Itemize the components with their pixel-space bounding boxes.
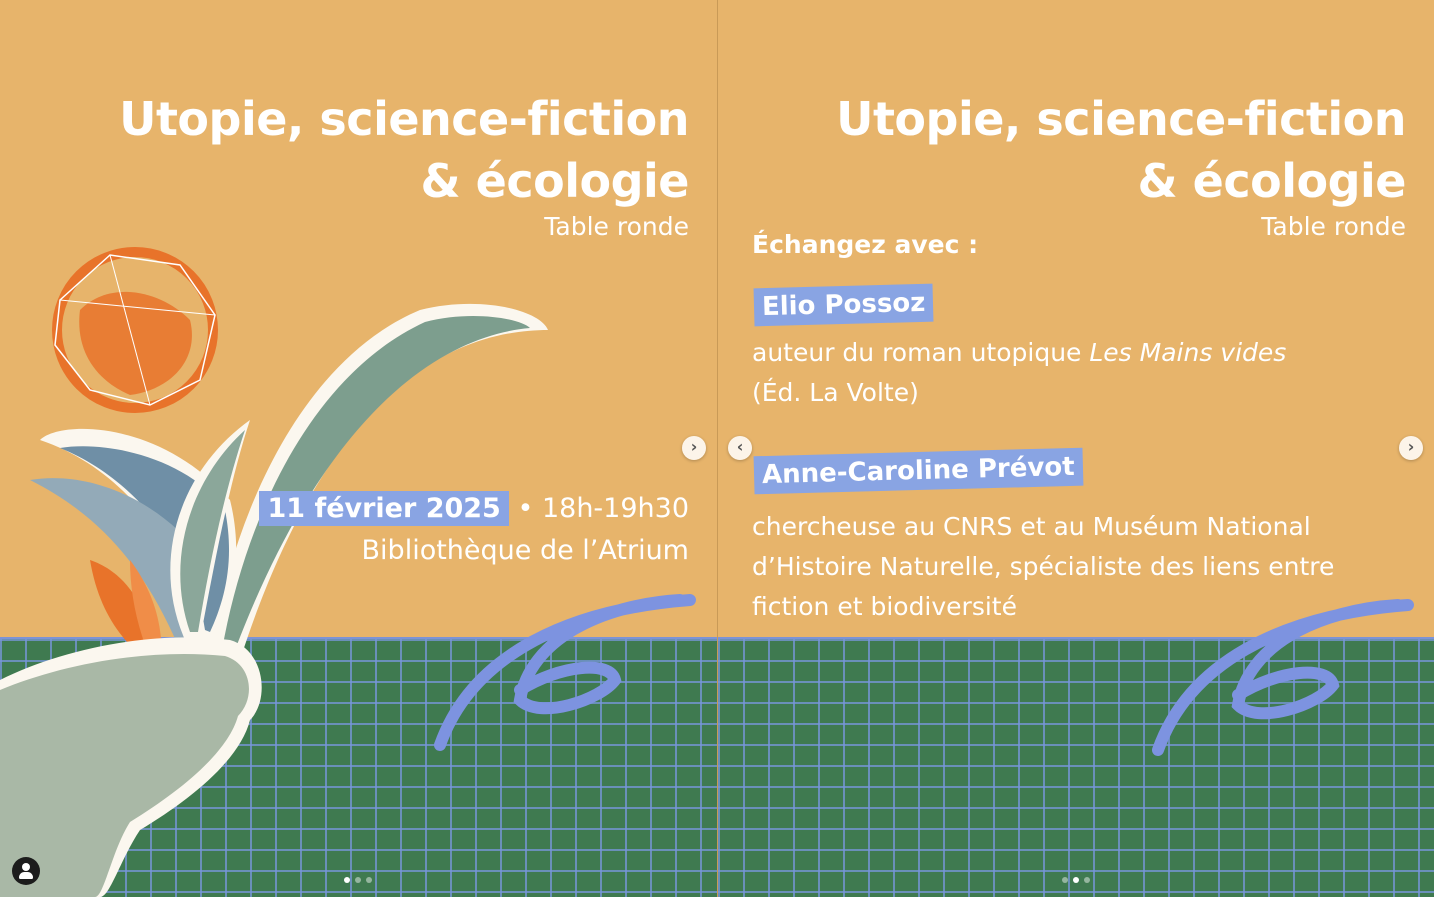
grid-ground bbox=[718, 637, 1434, 897]
event-time: • 18h-19h30 bbox=[517, 493, 689, 524]
title-line-2: & écologie bbox=[1137, 154, 1407, 208]
slide-1: Utopie, science-fiction & écologie Table… bbox=[0, 88, 717, 897]
speakers-intro: Échangez avec : bbox=[752, 230, 979, 259]
carousel-dot[interactable] bbox=[355, 877, 361, 883]
date-block: 11 février 2025 • 18h-19h30 Bibliothèque… bbox=[259, 488, 689, 572]
title-line-2: & écologie bbox=[420, 154, 690, 208]
book-title: Les Mains vides bbox=[1089, 338, 1287, 367]
hand-plant-illustration bbox=[0, 247, 696, 897]
carousel-dots bbox=[344, 877, 372, 883]
squiggle-decoration bbox=[1152, 599, 1414, 756]
carousel-dot[interactable] bbox=[1084, 877, 1090, 883]
carousel-dot[interactable] bbox=[1062, 877, 1068, 883]
carousel-dots bbox=[1062, 877, 1090, 883]
chevron-left-icon: ‹ bbox=[736, 437, 744, 456]
prev-slide-button[interactable]: ‹ bbox=[728, 436, 752, 460]
carousel-dot[interactable] bbox=[366, 877, 372, 883]
chevron-right-icon: › bbox=[690, 437, 698, 456]
event-title: Utopie, science-fiction & écologie bbox=[119, 88, 689, 212]
speaker-desc-text: auteur du roman utopique bbox=[752, 338, 1090, 367]
slide-divider bbox=[717, 0, 718, 897]
next-slide-button[interactable]: › bbox=[682, 436, 706, 460]
chevron-right-icon: › bbox=[1407, 437, 1415, 456]
carousel-dot[interactable] bbox=[344, 877, 350, 883]
event-venue: Bibliothèque de l’Atrium bbox=[361, 535, 689, 566]
title-line-1: Utopie, science-fiction bbox=[836, 92, 1406, 146]
next-slide-button[interactable]: › bbox=[1399, 436, 1423, 460]
carousel-dot[interactable] bbox=[1073, 877, 1079, 883]
event-date: 11 février 2025 bbox=[259, 491, 509, 526]
user-tag-icon[interactable] bbox=[12, 857, 40, 885]
event-title: Utopie, science-fiction & écologie bbox=[836, 88, 1406, 212]
event-subtitle: Table ronde bbox=[544, 212, 689, 241]
speaker-name: Elio Possoz bbox=[753, 283, 934, 327]
event-subtitle: Table ronde bbox=[1261, 212, 1406, 241]
slide-2: Utopie, science-fiction & écologie Table… bbox=[718, 0, 1434, 897]
speaker-description: chercheuse au CNRS et au Muséum National… bbox=[752, 512, 1335, 621]
speaker-description: auteur du roman utopique Les Mains vides… bbox=[752, 333, 1392, 413]
publisher: (Éd. La Volte) bbox=[752, 378, 919, 407]
title-line-1: Utopie, science-fiction bbox=[119, 92, 689, 146]
